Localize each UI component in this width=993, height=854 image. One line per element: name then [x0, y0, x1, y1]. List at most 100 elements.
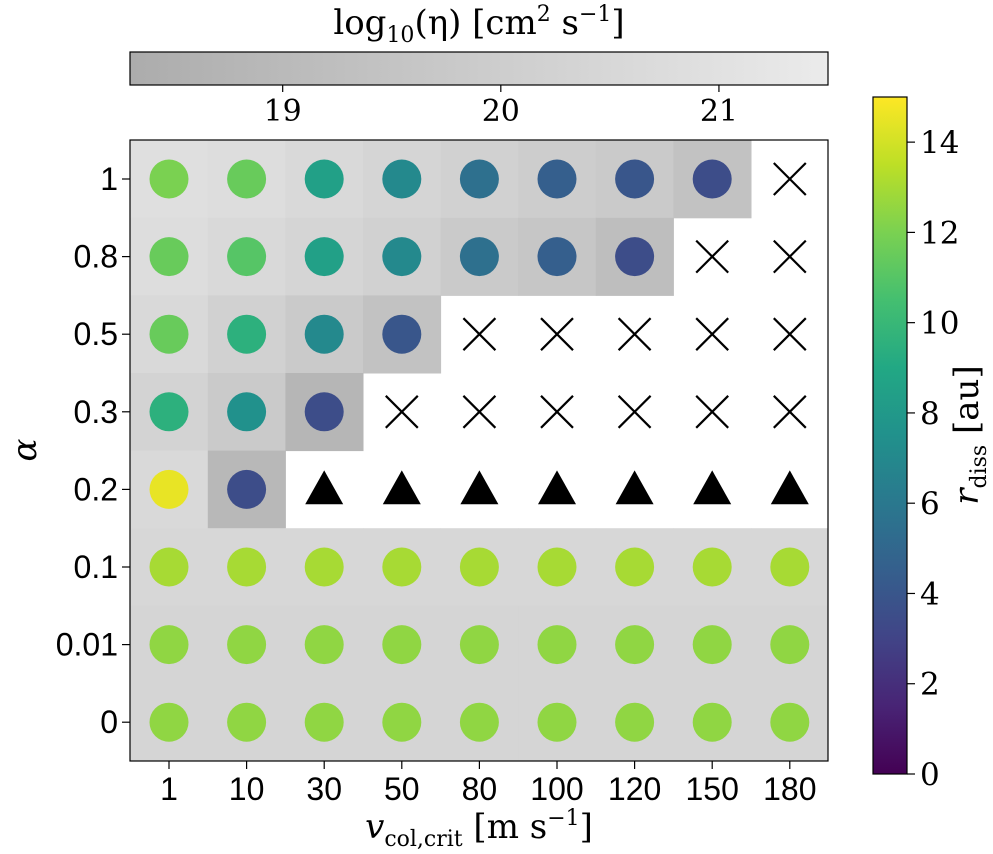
r-tick-label: 0	[920, 757, 940, 793]
data-point-cross	[540, 317, 574, 351]
data-point-cross	[773, 395, 807, 429]
y-axis-ticks: 1 0.8 0.5 0.3 0.2 0.1 0.01 0	[56, 161, 130, 740]
data-point-circle	[770, 702, 810, 742]
data-point-circle	[149, 547, 189, 587]
y-tick-label: 0.2	[74, 471, 118, 507]
data-point-cross	[773, 317, 807, 351]
y-tick-label: 0.1	[74, 549, 118, 585]
r-tick-label: 10	[920, 306, 959, 342]
data-point-circle	[692, 547, 732, 587]
eta-colorbar-label: log10(η) [cm2 s−1]	[333, 2, 624, 48]
data-point-triangle	[693, 470, 732, 505]
r-diss-colorbar: 0 2 4 6 8 10 12 14 rdiss [au]	[872, 96, 992, 793]
data-point-circle	[692, 625, 732, 665]
x-tick-label: 50	[384, 771, 420, 807]
data-point-circle	[149, 314, 189, 354]
data-point-circle	[227, 314, 267, 354]
data-point-circle	[537, 159, 577, 199]
x-tick-label: 80	[462, 771, 498, 807]
x-tick-label: 100	[530, 771, 583, 807]
data-point-circle	[227, 469, 267, 509]
r-tick-label: 14	[920, 125, 959, 161]
data-point-cross	[695, 317, 729, 351]
data-point-cross	[695, 239, 729, 274]
data-point-circle	[537, 547, 577, 587]
x-tick-label: 1	[160, 771, 178, 807]
r-tick-label: 12	[920, 215, 959, 251]
data-point-circle	[382, 237, 422, 277]
r-diss-colorbar-bar	[872, 96, 908, 775]
data-point-circle	[537, 702, 577, 742]
y-tick-label: 0.8	[74, 239, 118, 275]
data-point-circle	[459, 237, 499, 277]
x-axis-ticks: 1 10 30 50 80 100 120 150 180	[160, 761, 816, 807]
data-point-circle	[615, 625, 655, 665]
data-point-cross	[462, 317, 497, 351]
data-point-triangle	[538, 470, 576, 505]
data-point-circle	[537, 625, 577, 665]
data-point-cross	[695, 395, 729, 429]
data-point-circle	[459, 159, 499, 199]
data-point-circle	[227, 547, 267, 587]
r-diss-colorbar-label: rdiss [au]	[947, 365, 992, 504]
data-point-circle	[149, 392, 189, 432]
r-diss-colorbar-ticks: 0 2 4 6 8 10 12 14	[907, 125, 959, 793]
data-point-circle	[615, 237, 655, 277]
data-point-circle	[149, 159, 189, 199]
data-point-circle	[149, 625, 189, 665]
data-point-circle	[227, 159, 267, 199]
data-point-cross	[617, 395, 652, 429]
data-point-circle	[537, 237, 577, 277]
data-point-cross	[773, 162, 807, 196]
data-point-circle	[382, 314, 422, 354]
data-point-circle	[227, 625, 267, 665]
data-point-triangle	[770, 470, 809, 505]
data-point-circle	[227, 237, 267, 277]
r-tick-label: 8	[920, 396, 940, 432]
data-point-circle	[304, 392, 344, 432]
data-point-cross	[462, 395, 497, 429]
r-tick-label: 6	[920, 486, 940, 522]
data-point-cross	[385, 395, 419, 429]
data-point-cross	[773, 239, 807, 274]
eta-tick-label: 20	[482, 94, 520, 129]
eta-tick-label: 19	[264, 94, 302, 129]
x-tick-label: 150	[686, 771, 739, 807]
r-tick-label: 4	[920, 576, 940, 612]
y-tick-label: 0.01	[56, 627, 118, 663]
data-point-circle	[382, 625, 422, 665]
data-point-circle	[304, 237, 344, 277]
y-tick-label: 0.5	[74, 316, 118, 352]
data-point-circle	[149, 237, 189, 277]
data-point-circle	[304, 314, 344, 354]
data-point-cross	[540, 395, 574, 429]
eta-tick-label: 21	[700, 94, 738, 129]
y-tick-label: 0	[100, 704, 118, 740]
data-point-triangle	[305, 470, 344, 505]
eta-colorbar-ticks: 19 20 21	[264, 85, 738, 129]
data-point-triangle	[382, 470, 421, 505]
heatmap-markers	[149, 159, 810, 742]
data-point-circle	[304, 547, 344, 587]
data-point-triangle	[460, 470, 499, 505]
y-axis-label: α	[5, 438, 45, 461]
data-point-circle	[615, 702, 655, 742]
data-point-circle	[304, 625, 344, 665]
heatmap-plot: 1 10 30 50 80 100 120 150 180 1 0.8 0.5 0.3 0.2 0.1 0.…	[5, 139, 829, 852]
data-point-circle	[304, 159, 344, 199]
data-point-triangle	[615, 470, 654, 505]
data-point-cross	[617, 317, 652, 351]
data-point-circle	[459, 625, 499, 665]
data-point-circle	[770, 625, 810, 665]
data-point-circle	[459, 702, 499, 742]
x-tick-label: 10	[229, 771, 265, 807]
x-axis-label: vcol,crit [m s−1]	[365, 806, 593, 852]
y-tick-label: 0.3	[74, 394, 118, 430]
y-tick-label: 1	[100, 161, 118, 197]
r-tick-label: 2	[920, 667, 940, 703]
data-point-circle	[692, 159, 732, 199]
data-point-circle	[615, 547, 655, 587]
data-point-circle	[227, 702, 267, 742]
eta-colorbar-bar	[129, 51, 829, 86]
